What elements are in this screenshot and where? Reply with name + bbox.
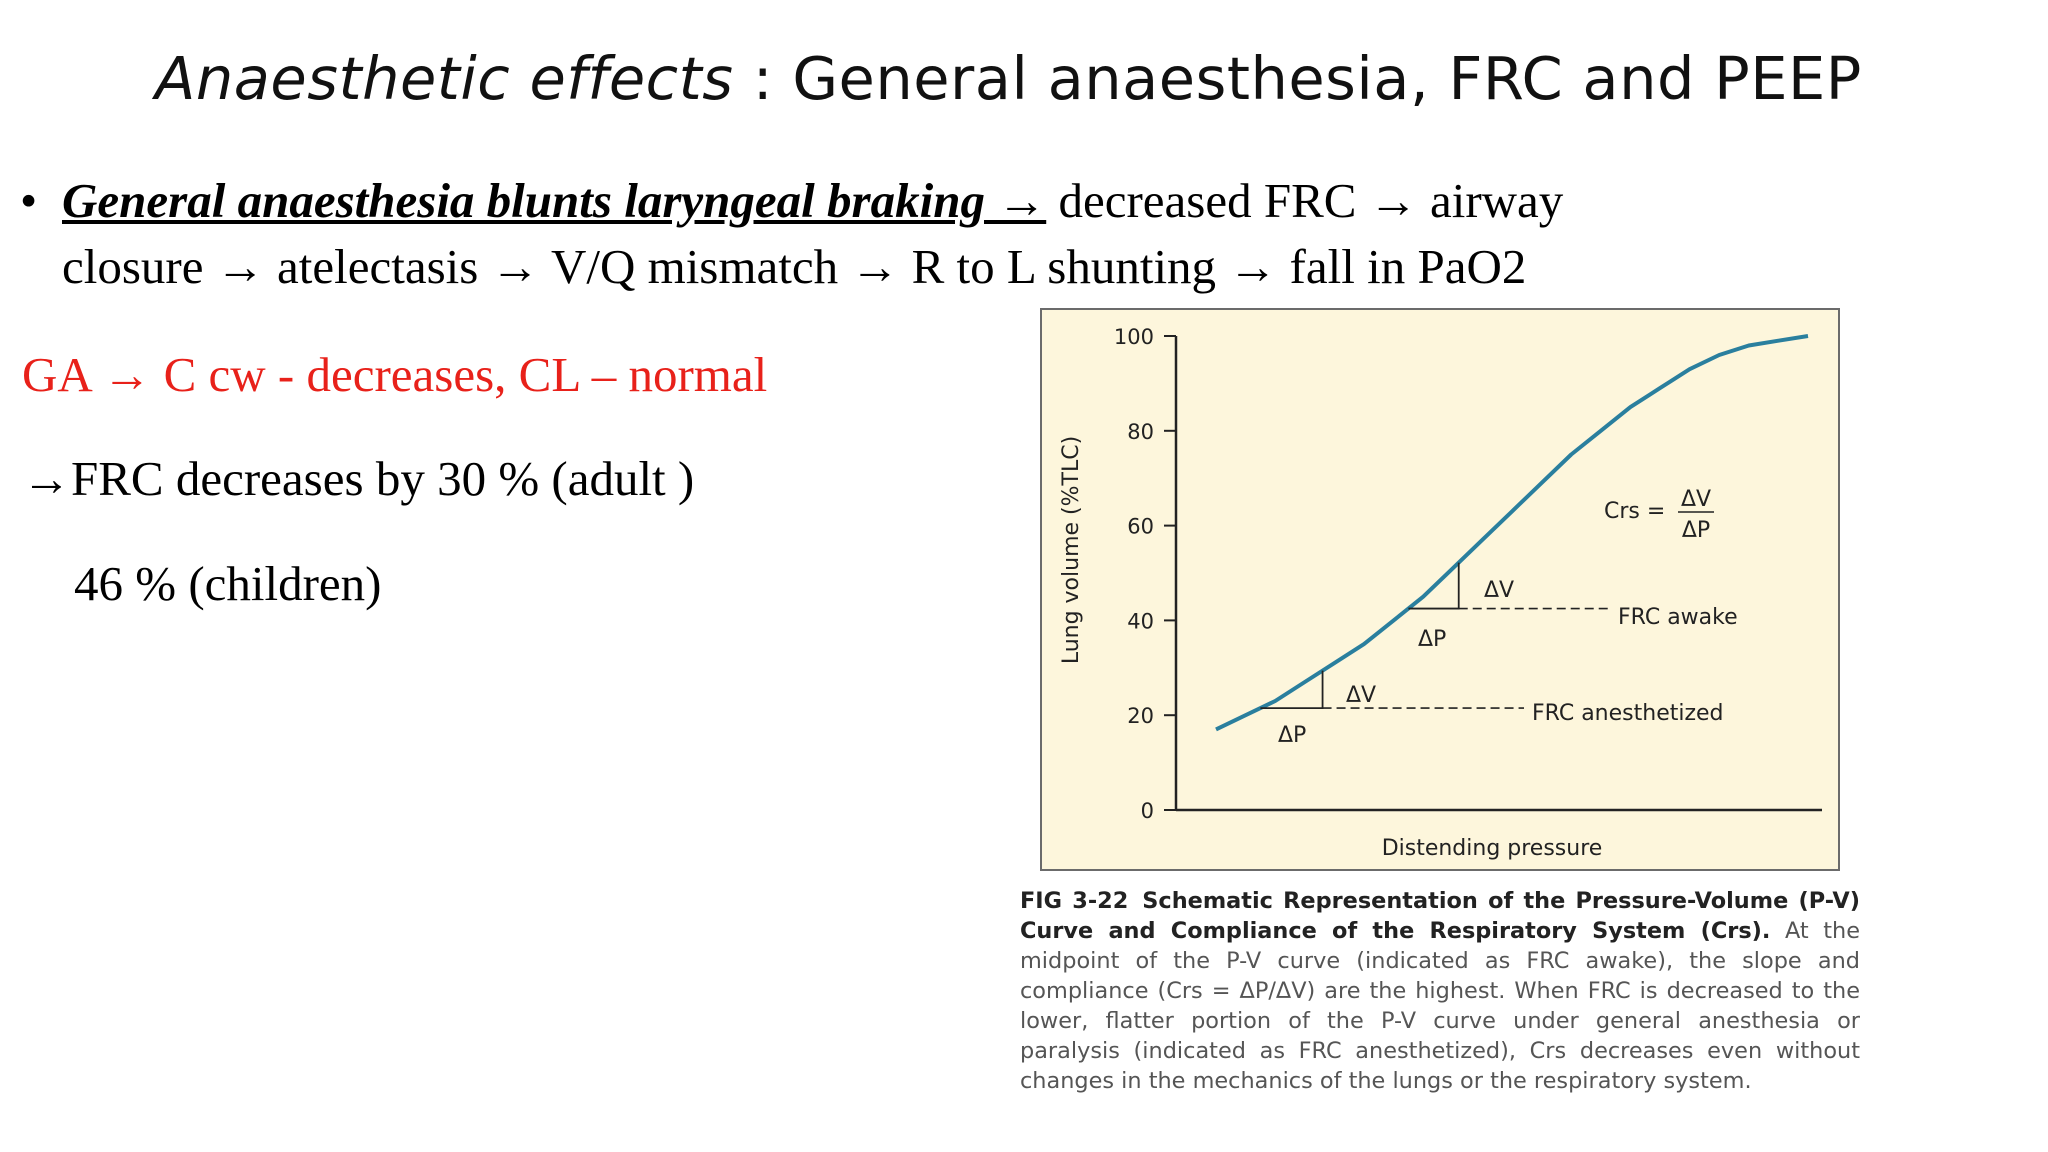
awake-dv-label: ΔV — [1484, 578, 1514, 603]
pv-curve-line — [1215, 334, 1809, 732]
ga-compliance-line: GA → C cw - decreases, CL – normal — [22, 347, 768, 402]
figure-caption: FIG 3-22 Schematic Representation of the … — [1020, 886, 1860, 1096]
formula-den: ΔP — [1682, 518, 1710, 543]
pv-curve-chart: Lung volume (%TLC) Distending pressure 0… — [1040, 308, 1840, 871]
chart-svg: Lung volume (%TLC) Distending pressure 0… — [1059, 325, 1822, 861]
anesth-dp-label: ΔP — [1278, 723, 1306, 748]
anesth-dv-label: ΔV — [1346, 683, 1376, 708]
caption-heading: Schematic Representation of the Pressure… — [1020, 888, 1860, 944]
y-tick-label: 0 — [1141, 799, 1154, 823]
caption-body: At the midpoint of the P-V curve (indica… — [1020, 918, 1861, 1094]
bullet-rest: decreased FRC → airway closure → atelect… — [62, 173, 1564, 294]
title-italic: Anaesthetic effects — [155, 44, 734, 113]
bullet-point: • General anaesthesia blunts laryngeal b… — [20, 168, 1680, 300]
awake-compliance-triangle — [1408, 562, 1460, 610]
bullet-marker: • — [20, 173, 38, 228]
frc-awake-label: FRC awake — [1618, 605, 1738, 630]
frc-anesthetized-label: FRC anesthetized — [1532, 701, 1724, 726]
y-axis-label: Lung volume (%TLC) — [1059, 436, 1084, 664]
formula-num: ΔV — [1681, 487, 1711, 512]
slide-title: Anaesthetic effects : General anaesthesi… — [155, 44, 1862, 113]
frc-children-line: 46 % (children) — [74, 556, 382, 611]
bullet-text: General anaesthesia blunts laryngeal bra… — [62, 168, 1680, 300]
awake-dp-label: ΔP — [1418, 627, 1446, 652]
frc-adult-line: →FRC decreases by 30 % (adult ) — [22, 451, 695, 506]
caption-fig-number: FIG 3-22 — [1020, 888, 1129, 914]
y-ticks: 0 20 40 60 80 100 — [1114, 325, 1176, 823]
curve-layer — [1215, 334, 1809, 732]
y-tick-label: 20 — [1127, 704, 1154, 728]
y-tick-label: 80 — [1127, 420, 1154, 444]
x-axis-label: Distending pressure — [1382, 836, 1603, 861]
y-tick-label: 100 — [1114, 325, 1154, 349]
title-rest: : General anaesthesia, FRC and PEEP — [733, 44, 1862, 113]
bullet-emphasis: General anaesthesia blunts laryngeal bra… — [62, 173, 1047, 228]
axes — [1174, 336, 1822, 812]
y-tick-label: 40 — [1127, 609, 1154, 633]
y-tick-label: 60 — [1127, 515, 1154, 539]
annotations: Crs = ΔV ΔP ΔV ΔP FRC awake ΔV ΔP FRC an… — [1278, 487, 1738, 748]
formula-lhs: Crs = — [1604, 499, 1665, 524]
